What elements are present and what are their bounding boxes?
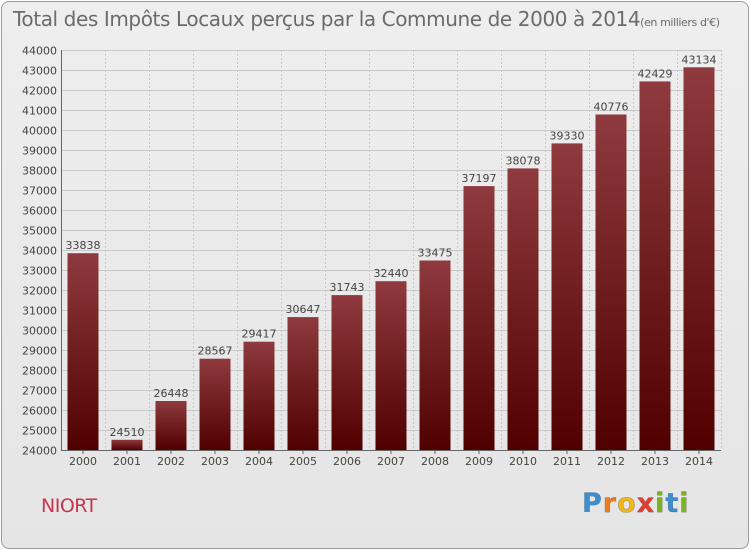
y-tick-label: 30000 bbox=[22, 325, 57, 338]
y-tick-label: 27000 bbox=[22, 385, 57, 398]
chart-unit-note: (en milliers d'€) bbox=[640, 16, 720, 29]
data-label: 38078 bbox=[506, 154, 541, 167]
axes: 24000 25000 26000 27000 28000 29000 30000 31000… bbox=[22, 45, 721, 468]
x-tick-label: 2013 bbox=[641, 455, 669, 468]
x-tick-label: 2001 bbox=[113, 455, 141, 468]
bar-2005 bbox=[287, 317, 319, 450]
proxiti-logo[interactable]: Proxiti bbox=[582, 488, 690, 519]
data-label: 32440 bbox=[374, 267, 409, 280]
data-label: 33838 bbox=[66, 239, 101, 252]
chart-title-text: Total des Impôts Locaux perçus par la Co… bbox=[13, 7, 641, 31]
x-tick-label: 2006 bbox=[333, 455, 361, 468]
bar-2004 bbox=[243, 341, 275, 450]
logo-letter: i bbox=[679, 488, 690, 519]
data-label: 24510 bbox=[110, 426, 145, 439]
x-tick-label: 2010 bbox=[509, 455, 537, 468]
x-tick-label: 2014 bbox=[685, 455, 713, 468]
y-tick-label: 32000 bbox=[22, 285, 57, 298]
y-tick-label: 26000 bbox=[22, 405, 57, 418]
bar-2011 bbox=[551, 143, 583, 450]
bar-2013 bbox=[639, 81, 671, 451]
y-tick-label: 35000 bbox=[22, 225, 57, 238]
bar-2007 bbox=[375, 281, 407, 450]
x-tick-label: 2007 bbox=[377, 455, 405, 468]
data-label: 43134 bbox=[682, 53, 717, 66]
bar-2010 bbox=[507, 168, 539, 450]
commune-name: NIORT bbox=[41, 495, 97, 517]
y-tick-label: 37000 bbox=[22, 185, 57, 198]
y-tick-label: 40000 bbox=[22, 125, 57, 138]
data-label: 42429 bbox=[638, 67, 673, 80]
bar-2014 bbox=[683, 67, 715, 451]
bar-2008 bbox=[419, 260, 451, 450]
data-label: 31743 bbox=[330, 281, 365, 294]
x-tick-label: 2009 bbox=[465, 455, 493, 468]
data-label: 28567 bbox=[198, 345, 233, 358]
logo-letter: x bbox=[636, 488, 656, 519]
chart-title: Total des Impôts Locaux perçus par la Co… bbox=[13, 7, 720, 31]
x-tick-label: 2005 bbox=[289, 455, 317, 468]
x-tick-label: 2008 bbox=[421, 455, 449, 468]
y-tick-label: 25000 bbox=[22, 425, 57, 438]
logo-letter: r bbox=[602, 488, 618, 519]
bar-2002 bbox=[155, 401, 187, 450]
x-tick-label: 2000 bbox=[69, 455, 97, 468]
data-label: 26448 bbox=[154, 387, 189, 400]
data-label: 40776 bbox=[594, 101, 629, 114]
logo-letter: o bbox=[617, 488, 637, 519]
bar-2012 bbox=[595, 114, 627, 450]
data-labels: 33838 24510 26448 28567 29417 30647 31743 32440… bbox=[66, 53, 717, 439]
y-tick-label: 24000 bbox=[22, 445, 57, 458]
y-tick-label: 41000 bbox=[22, 105, 57, 118]
bar-2006 bbox=[331, 295, 363, 450]
bar-2001 bbox=[111, 439, 143, 450]
bars bbox=[67, 67, 715, 451]
x-tick-label: 2003 bbox=[201, 455, 229, 468]
y-tick-label: 38000 bbox=[22, 165, 57, 178]
logo-letter: t bbox=[665, 488, 680, 519]
bar-2000 bbox=[67, 253, 99, 450]
y-tick-label: 28000 bbox=[22, 365, 57, 378]
x-tick-label: 2004 bbox=[245, 455, 273, 468]
x-tick-label: 2012 bbox=[597, 455, 625, 468]
x-tick-label: 2011 bbox=[553, 455, 581, 468]
data-label: 30647 bbox=[286, 303, 321, 316]
data-label: 33475 bbox=[418, 247, 453, 260]
y-tick-label: 44000 bbox=[22, 45, 57, 58]
logo-letter: P bbox=[582, 488, 603, 519]
y-tick-label: 39000 bbox=[22, 145, 57, 158]
bar-2009 bbox=[463, 186, 495, 450]
data-label: 29417 bbox=[242, 328, 277, 341]
x-tick-label: 2002 bbox=[157, 455, 185, 468]
data-label: 37197 bbox=[462, 172, 497, 185]
y-tick-label: 36000 bbox=[22, 205, 57, 218]
y-tick-label: 34000 bbox=[22, 245, 57, 258]
data-label: 39330 bbox=[550, 129, 585, 142]
y-tick-label: 33000 bbox=[22, 265, 57, 278]
y-tick-label: 43000 bbox=[22, 65, 57, 78]
logo-letter: i bbox=[655, 488, 666, 519]
y-tick-label: 29000 bbox=[22, 345, 57, 358]
y-tick-label: 42000 bbox=[22, 85, 57, 98]
bar-2003 bbox=[199, 358, 231, 450]
y-tick-label: 31000 bbox=[22, 305, 57, 318]
